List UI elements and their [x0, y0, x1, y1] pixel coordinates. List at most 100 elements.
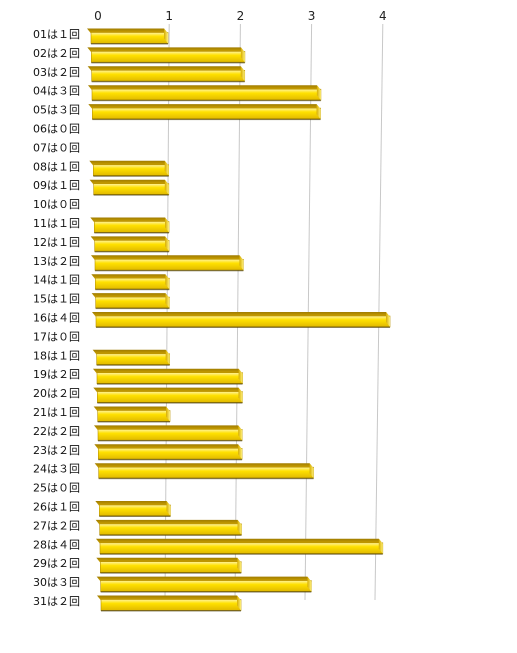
category-label: 18は１回 [33, 349, 80, 362]
bar-shadow [92, 118, 321, 121]
bar [94, 221, 170, 233]
bars [87, 28, 391, 612]
bar-end-cap [238, 444, 243, 460]
category-label: 01は１回 [33, 28, 80, 41]
category-label: 16は４回 [33, 312, 80, 325]
bar-end-cap [386, 312, 390, 327]
bar-end-cap [166, 501, 171, 516]
bar [98, 447, 243, 460]
bar [93, 183, 170, 195]
category-label: 19は２回 [33, 368, 80, 381]
bar-end-cap [238, 368, 243, 384]
category-label: 09は１回 [33, 179, 80, 192]
category-label: 26は１回 [33, 501, 80, 514]
x-axis-ticks: 0 1 2 3 4 [94, 9, 386, 23]
x-tick-label: 0 [94, 9, 102, 23]
bar-shadow [93, 194, 169, 196]
category-label: 15は１回 [33, 293, 80, 306]
x-tick-label: 3 [308, 9, 316, 23]
bar-end-cap [309, 463, 314, 479]
bar-shadow [91, 80, 245, 83]
bar [92, 107, 321, 120]
bar-shadow [100, 572, 242, 574]
category-label: 13は２回 [33, 255, 80, 268]
bar [100, 580, 312, 592]
bar-end-cap [164, 179, 169, 195]
bar-shadow [94, 232, 169, 234]
bar-end-cap [240, 47, 245, 63]
bar-end-cap [237, 557, 242, 573]
category-label: 12は１回 [33, 236, 80, 249]
bar [93, 164, 170, 177]
category-label: 07は０回 [33, 141, 80, 154]
category-label: 24は３回 [33, 463, 80, 476]
bar [91, 70, 246, 82]
category-label: 17は０回 [33, 330, 80, 343]
bar-end-cap [316, 85, 321, 101]
category-label: 02は２回 [33, 47, 80, 60]
bar [98, 466, 314, 479]
bar [95, 277, 170, 290]
bar-shadow [98, 439, 243, 442]
bar-shadow [93, 175, 169, 177]
category-label: 22は２回 [33, 425, 80, 438]
bar-end-cap [165, 293, 170, 309]
x-tick-label: 1 [165, 9, 173, 23]
bar-end-cap [164, 28, 168, 44]
category-label: 05は３回 [33, 104, 80, 117]
bar-end-cap [237, 519, 242, 535]
category-label: 21は１回 [33, 406, 80, 419]
category-label: 11は１回 [33, 217, 80, 230]
bar [100, 599, 242, 611]
bar-shadow [99, 515, 171, 517]
bar [95, 315, 391, 328]
bar [100, 561, 242, 574]
bar [99, 504, 171, 517]
bar-shadow [100, 591, 312, 593]
category-label: 28は４回 [33, 538, 80, 551]
bar-end-cap [307, 576, 312, 592]
category-label: 14は１回 [33, 274, 80, 287]
bar-shadow [94, 250, 170, 253]
bar-shadow [97, 402, 243, 404]
category-label: 10は０回 [33, 198, 80, 211]
bar [99, 542, 384, 555]
category-label: 31は２回 [33, 595, 80, 608]
bar-end-cap [238, 387, 243, 403]
bar-shadow [96, 364, 170, 366]
bar-shadow [91, 43, 168, 45]
x-tick-label: 2 [237, 9, 245, 23]
bar-end-cap [237, 595, 241, 611]
bar [96, 372, 243, 385]
category-label: 23は２回 [33, 444, 80, 457]
category-label: 06は０回 [33, 123, 80, 136]
bar [97, 410, 171, 422]
bar-end-cap [238, 425, 243, 441]
category-label: 30は３回 [33, 576, 80, 589]
bar [90, 32, 169, 44]
bar [97, 429, 243, 441]
bar-end-cap [316, 104, 321, 120]
category-label: 03は２回 [33, 66, 80, 79]
bar-end-cap [240, 66, 245, 82]
bar-shadow [95, 307, 170, 310]
bar-shadow [92, 99, 321, 102]
bar [91, 88, 322, 101]
bar-end-cap [165, 274, 170, 290]
bar-end-cap [166, 406, 170, 422]
bar-end-cap [165, 217, 169, 233]
bar [94, 258, 244, 271]
bar [94, 240, 170, 252]
category-label: 20は２回 [33, 387, 80, 400]
bar-end-cap [239, 255, 244, 271]
category-label: 27は２回 [33, 519, 80, 532]
bar [97, 391, 243, 403]
bar [95, 296, 170, 309]
bar [91, 51, 246, 63]
category-label: 25は０回 [33, 482, 80, 495]
bar-shadow [91, 61, 245, 64]
bar-shadow [97, 421, 170, 423]
bar-end-cap [378, 538, 383, 554]
bar-shadow [99, 534, 242, 536]
